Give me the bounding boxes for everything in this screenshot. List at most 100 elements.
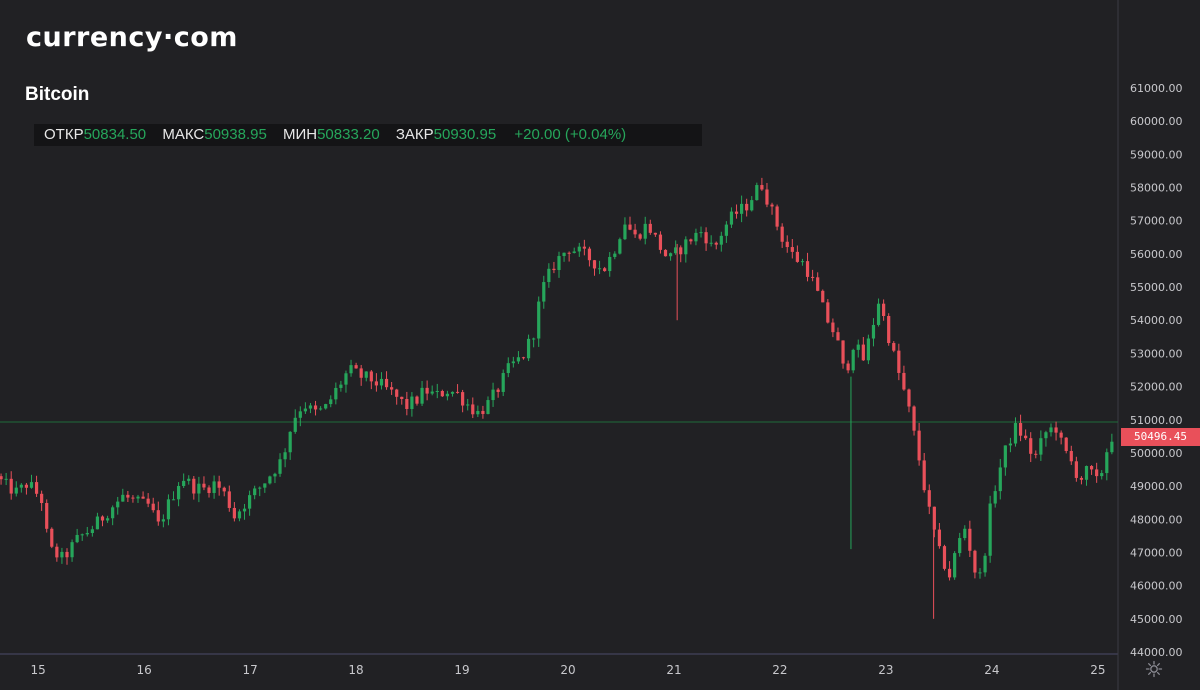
candle-down [714,242,718,245]
candle-down [805,261,810,277]
candle-up [430,391,434,394]
candle-up [1100,473,1104,477]
candle-down [887,315,891,344]
candle-up [187,478,191,481]
y-tick-label: 58000.00 [1130,182,1183,195]
candle-down [628,224,632,230]
candle-up [1003,445,1007,468]
candle-up [75,534,79,543]
candle-down [734,211,739,214]
candle-up [1105,452,1109,474]
candle-up [105,518,110,521]
candle-down [1074,461,1078,478]
candle-down [217,481,221,488]
candle-up [308,405,313,409]
candle-up [329,399,333,405]
candle-up [116,501,120,508]
candle-up [410,396,414,409]
last-price-tag: 50496.45 [1121,428,1200,446]
close-label: ЗАКР [395,126,434,143]
x-tick-label: 22 [772,663,787,677]
candle-down [633,229,637,235]
y-tick-label: 45000.00 [1130,613,1183,626]
candle-up [978,572,982,574]
y-tick-label: 60000.00 [1130,115,1183,128]
candle-up [557,256,561,271]
candle-up [623,224,627,240]
candle-up [516,357,521,362]
candle-up [90,529,94,534]
candle-down [663,249,668,257]
candle-up [1039,438,1043,455]
close-value: 50930.95 [433,126,497,143]
candle-down [927,490,931,507]
low-value: 50833.20 [317,126,380,143]
candle-down [496,389,500,392]
candle-up [121,494,125,502]
candle-up [988,503,992,556]
candle-up [577,246,581,252]
candle-down [405,399,409,409]
x-tick-label: 16 [136,663,151,677]
candle-up [871,324,876,339]
y-tick-label: 47000.00 [1130,546,1183,559]
candle-up [699,232,703,234]
candle-down [826,302,830,323]
candle-down [390,387,394,390]
open-label: ОТКР [44,126,84,143]
candle-up [136,496,140,499]
candle-down [831,322,835,333]
candle-down [582,246,586,249]
candle-up [420,387,424,404]
candle-down [50,528,54,547]
candle-up [1084,466,1089,480]
y-tick-label: 55000.00 [1130,281,1183,294]
candle-up [111,507,115,519]
candle-up [334,387,338,400]
candle-up [303,408,307,412]
candle-down [1079,477,1084,480]
candle-down [141,496,145,499]
candle-down [704,232,708,244]
y-tick-label: 54000.00 [1130,314,1183,327]
candle-up [856,344,860,350]
candle-down [836,332,840,341]
candle-up [344,373,348,385]
candle-up [613,253,617,257]
candle-down [1064,437,1068,452]
candle-down [131,497,135,499]
candle-down [892,343,896,351]
candle-down [384,378,389,388]
candle-up [283,452,287,460]
gear-icon[interactable] [1145,660,1163,678]
candle-up [719,235,723,245]
candle-down [790,247,794,252]
candle-up [268,476,272,484]
candle-up [1110,441,1114,453]
candle-down [55,546,59,558]
candle-up [800,261,805,263]
candles-group [0,177,1114,619]
ohlc-legend: ОТКР50834.50 МАКС50938.95 МИН50833.20 ЗА… [34,124,702,146]
candle-up [876,303,881,325]
candle-down [24,484,29,488]
y-tick-label: 46000.00 [1130,580,1183,593]
candle-down [400,396,404,400]
candle-up [450,391,455,394]
candle-down [1024,435,1028,439]
candle-down [973,550,977,573]
candle-down [481,410,485,414]
candle-up [694,232,698,242]
candle-up [983,555,987,573]
candle-down [1059,432,1063,438]
candle-up [643,223,647,239]
candle-up [435,391,439,393]
candle-down [689,239,693,242]
y-tick-label: 61000.00 [1130,82,1183,95]
candle-up [1013,423,1018,444]
candle-down [947,568,952,578]
candle-up [273,473,277,477]
candle-down [521,357,526,359]
candle-down [567,252,571,254]
